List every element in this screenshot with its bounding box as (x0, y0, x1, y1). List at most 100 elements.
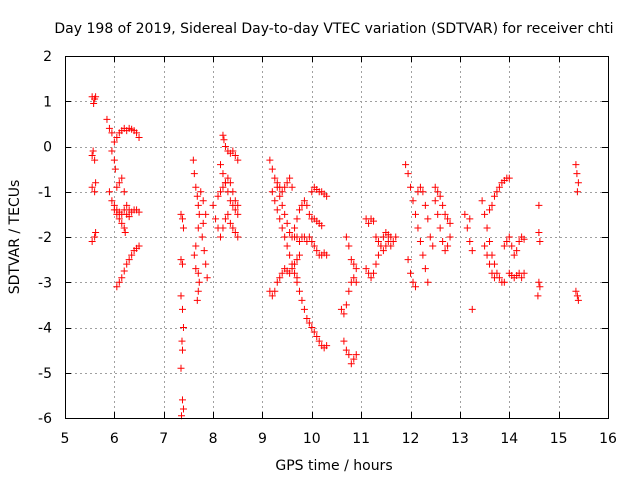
data-point (308, 188, 316, 196)
data-point (118, 274, 126, 282)
data-point (384, 238, 392, 246)
data-point (379, 247, 387, 255)
data-point (108, 147, 116, 155)
data-point (224, 174, 232, 182)
data-point (411, 210, 419, 218)
data-point (120, 188, 128, 196)
y-tick-label: 1 (43, 94, 52, 110)
y-tick-label: 2 (43, 49, 52, 65)
data-point (347, 360, 355, 368)
data-point (500, 278, 508, 286)
data-point (123, 201, 131, 209)
data-point (534, 292, 542, 300)
grid (65, 56, 608, 418)
data-point (431, 183, 439, 191)
data-point (288, 265, 296, 273)
data-point (374, 251, 382, 259)
data-point (231, 152, 239, 160)
data-point (125, 213, 133, 221)
data-point (226, 179, 234, 187)
data-point (486, 260, 494, 268)
data-point (123, 260, 131, 268)
data-point (352, 265, 360, 273)
data-point (407, 183, 415, 191)
data-point (178, 260, 186, 268)
data-point (194, 269, 202, 277)
data-point (133, 129, 141, 137)
data-point (505, 174, 513, 182)
data-point (216, 188, 224, 196)
data-point (372, 233, 380, 241)
data-point (229, 188, 237, 196)
data-point (468, 305, 476, 313)
data-point (178, 346, 186, 354)
data-point (234, 210, 242, 218)
data-point (278, 201, 286, 209)
data-point (372, 260, 380, 268)
data-point (88, 183, 96, 191)
data-point (573, 292, 581, 300)
data-point (286, 251, 294, 259)
data-point (404, 170, 412, 178)
data-point (197, 188, 205, 196)
data-point (229, 224, 237, 232)
data-point (216, 161, 224, 169)
data-point (466, 215, 474, 223)
data-point (281, 210, 289, 218)
data-point (345, 287, 353, 295)
data-point (105, 124, 113, 132)
x-tick-label: 9 (258, 431, 267, 447)
data-point (128, 251, 136, 259)
data-point (407, 269, 415, 277)
data-point (431, 197, 439, 205)
y-axis-label: SDTVAR / TECUs (7, 180, 23, 295)
data-point (118, 174, 126, 182)
x-tick-label: 12 (402, 431, 420, 447)
data-point (370, 217, 378, 225)
data-point (276, 274, 284, 282)
data-point (219, 170, 227, 178)
data-point (409, 278, 417, 286)
x-tick-label: 6 (110, 431, 119, 447)
data-point (300, 305, 308, 313)
data-point (352, 278, 360, 286)
data-point (286, 269, 294, 277)
data-point (310, 328, 318, 336)
data-point (490, 192, 498, 200)
data-point (536, 283, 544, 291)
data-point (229, 147, 237, 155)
data-point (367, 274, 375, 282)
data-point (350, 274, 358, 282)
data-point (194, 287, 202, 295)
data-point (125, 256, 133, 264)
data-point (535, 278, 543, 286)
data-point (303, 314, 311, 322)
data-point (429, 242, 437, 250)
data-point (510, 251, 518, 259)
data-point (91, 156, 99, 164)
data-point (219, 224, 227, 232)
data-point (178, 337, 186, 345)
data-point (231, 197, 239, 205)
y-tick-label: -5 (38, 366, 52, 382)
data-point (436, 224, 444, 232)
data-point (200, 247, 208, 255)
data-point (295, 287, 303, 295)
data-point (573, 188, 581, 196)
x-tick-label: 14 (500, 431, 518, 447)
data-point (115, 215, 123, 223)
data-point (194, 201, 202, 209)
data-point (177, 364, 185, 372)
data-point (574, 296, 582, 304)
data-point (221, 215, 229, 223)
data-point (91, 188, 99, 196)
data-point (283, 242, 291, 250)
data-point (203, 274, 211, 282)
data-point (305, 319, 313, 327)
data-point (573, 170, 581, 178)
data-point (416, 238, 424, 246)
data-point (345, 351, 353, 359)
data-point (268, 165, 276, 173)
data-point (135, 133, 143, 141)
